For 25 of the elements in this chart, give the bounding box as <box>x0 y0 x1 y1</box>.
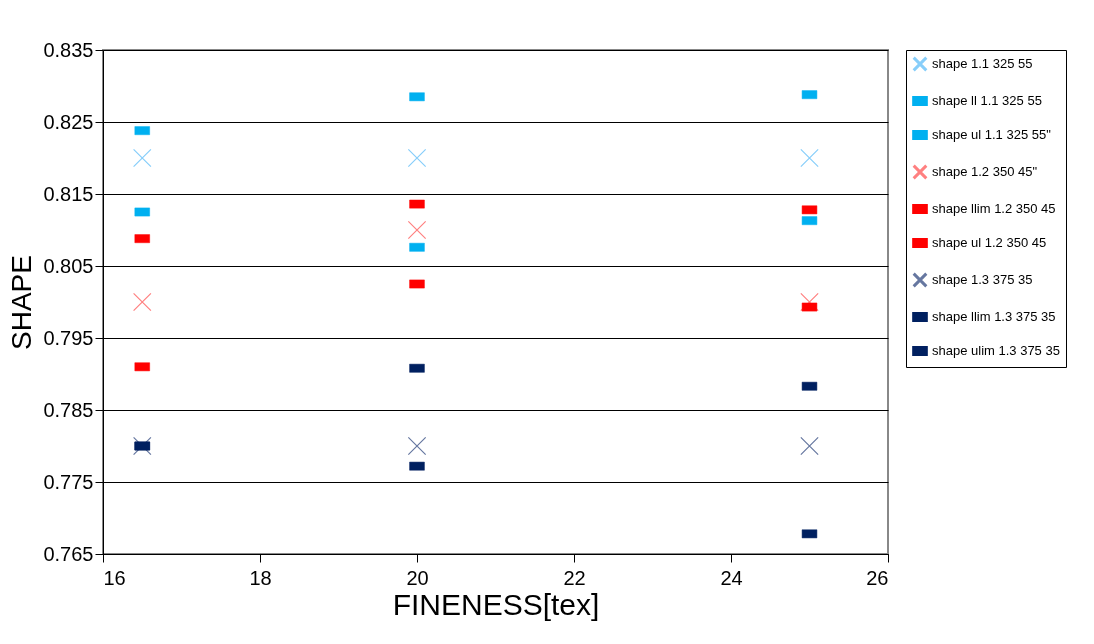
legend-label: shape 1.1 325 55 <box>932 56 1033 71</box>
y-tick-label: 0.775 <box>43 470 94 493</box>
legend-label: shape ul 1.1 325 55" <box>932 127 1052 142</box>
legend-label: shape llim 1.2 350 45 <box>932 201 1056 216</box>
legend-label: shape ul 1.2 350 45 <box>932 235 1047 250</box>
y-tick-label: 0.805 <box>43 254 94 277</box>
x-tick-label: 22 <box>563 566 586 589</box>
x-tick-label: 26 <box>866 566 889 589</box>
x-tick-label: 20 <box>406 566 429 589</box>
legend-label: shape 1.2 350 45" <box>932 164 1038 179</box>
y-tick-label: 0.835 <box>43 38 94 61</box>
x-tick-label: 16 <box>103 566 126 589</box>
legend-label: shape 1.3 375 35 <box>932 272 1033 287</box>
y-axis-title: SHAPE <box>6 255 38 350</box>
legend-label: shape ll 1.1 325 55 <box>932 93 1042 108</box>
legend-label: shape ulim 1.3 375 35 <box>932 343 1060 358</box>
x-axis-title: FINENESS[tex] <box>392 587 600 621</box>
y-tick-label: 0.825 <box>43 110 94 133</box>
y-tick-label: 0.815 <box>43 182 94 205</box>
y-tick-label: 0.785 <box>43 398 94 421</box>
y-tick-label: 0.765 <box>43 542 94 565</box>
x-tick-label: 18 <box>249 566 272 589</box>
y-tick-label: 0.795 <box>43 326 94 349</box>
legend-label: shape llim 1.3 375 35 <box>932 309 1056 324</box>
x-tick-label: 24 <box>720 566 743 589</box>
